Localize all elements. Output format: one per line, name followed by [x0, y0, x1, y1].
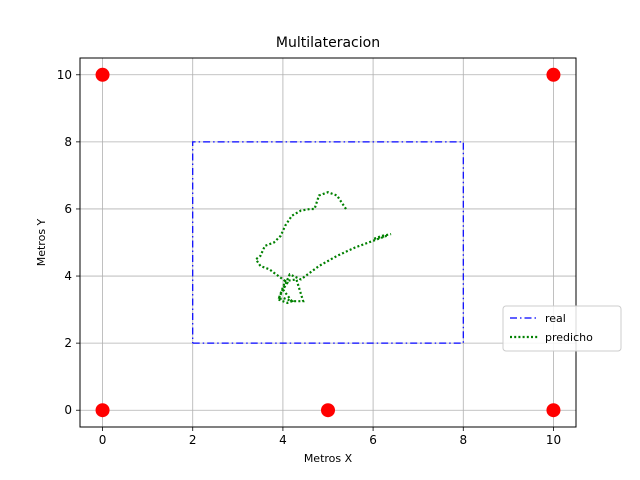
plot-frame: [79, 57, 577, 428]
x-axis-title: Metros X: [304, 452, 353, 465]
anchor-point: [95, 403, 110, 418]
grid: [80, 58, 576, 427]
y-tick-label: 4: [64, 269, 72, 283]
anchor-point: [95, 67, 110, 82]
legend-label-predicho: predicho: [545, 331, 593, 344]
x-tick-label: 0: [99, 433, 107, 447]
anchor-layer: [95, 67, 561, 418]
x-tick-label: 6: [369, 433, 377, 447]
y-tick-label: 0: [64, 403, 72, 417]
legend-label-real: real: [545, 312, 566, 325]
series-layer: [192, 141, 464, 344]
series-line-predicho: [254, 191, 392, 305]
chart-title: Multilateracion: [276, 35, 380, 51]
y-tick-label: 6: [64, 202, 72, 216]
legend: real predicho: [502, 305, 622, 352]
plot-area: [80, 58, 576, 427]
y-tick-label: 2: [64, 336, 72, 350]
ticks: 0 2 4 6 8 10 0 2 4 6 8 10: [57, 68, 561, 447]
y-tick-label: 10: [57, 68, 72, 82]
anchor-point: [546, 403, 561, 418]
x-tick-label: 4: [279, 433, 287, 447]
series-line-real: [192, 141, 464, 344]
y-tick-label: 8: [64, 135, 72, 149]
anchor-point: [546, 67, 561, 82]
anchor-point: [321, 403, 335, 418]
x-tick-label: 8: [459, 433, 467, 447]
y-axis-title: Metros Y: [35, 218, 48, 266]
legend-box: [502, 305, 622, 352]
x-tick-label: 2: [189, 433, 197, 447]
x-tick-label: 10: [546, 433, 561, 447]
